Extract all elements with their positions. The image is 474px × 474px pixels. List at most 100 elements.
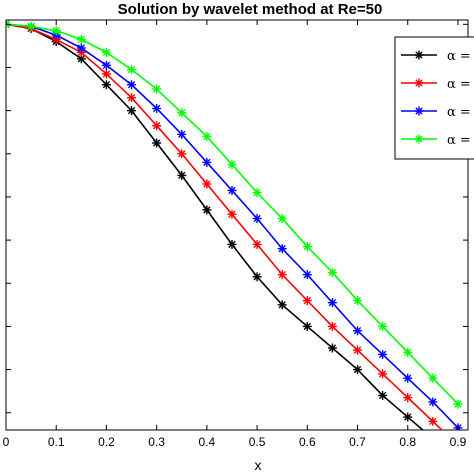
marker-stroke xyxy=(27,22,35,31)
legend-item: α = xyxy=(401,133,471,148)
marker-stroke xyxy=(378,322,387,331)
legend-marker xyxy=(414,78,424,88)
legend-marker xyxy=(414,50,424,60)
data-point xyxy=(177,149,187,159)
data-point xyxy=(302,296,312,306)
marker-stroke xyxy=(353,296,362,305)
x-tick-label: 0.6 xyxy=(299,435,316,449)
data-point xyxy=(302,321,312,331)
data-point xyxy=(428,373,438,383)
marker-stroke xyxy=(328,299,337,307)
marker-stroke xyxy=(102,48,111,57)
data-point xyxy=(127,80,137,90)
legend-label: α = xyxy=(447,105,471,120)
marker-stroke xyxy=(303,322,311,331)
data-point xyxy=(127,65,137,75)
data-point xyxy=(428,397,438,407)
marker-stroke xyxy=(77,35,86,44)
x-tick-label: 0.5 xyxy=(249,435,266,449)
data-point xyxy=(177,129,187,139)
marker-stroke xyxy=(228,160,236,169)
marker-stroke xyxy=(253,240,261,249)
data-point xyxy=(227,209,237,219)
legend-item: α = xyxy=(401,49,471,64)
data-point xyxy=(327,298,337,308)
data-point xyxy=(428,434,437,443)
marker-stroke xyxy=(378,391,387,400)
data-point xyxy=(327,267,337,277)
marker-stroke xyxy=(429,398,437,406)
data-point xyxy=(76,34,86,44)
marker-stroke xyxy=(152,139,161,147)
data-point xyxy=(152,138,162,148)
data-point xyxy=(403,412,413,422)
marker-stroke xyxy=(353,327,362,335)
x-axis-label: x xyxy=(255,457,262,473)
x-tick-label: 0.3 xyxy=(148,435,165,449)
data-point xyxy=(353,365,363,375)
data-point xyxy=(127,93,137,103)
marker-stroke xyxy=(278,214,286,223)
data-point xyxy=(101,47,111,57)
data-point xyxy=(227,160,237,170)
data-point xyxy=(202,179,212,189)
marker-stroke xyxy=(203,158,211,167)
series-layer xyxy=(6,20,463,465)
marker-stroke xyxy=(303,270,311,279)
marker-stroke xyxy=(228,186,236,195)
marker-stroke xyxy=(328,322,337,331)
marker-stroke xyxy=(152,122,161,130)
data-point xyxy=(177,108,187,118)
data-point xyxy=(378,349,388,359)
marker-stroke xyxy=(430,435,436,441)
legend-label: α = xyxy=(447,133,471,148)
data-point xyxy=(277,300,287,310)
marker-stroke xyxy=(278,270,286,279)
legend-marker xyxy=(414,134,424,144)
series-4 xyxy=(6,20,463,409)
data-point xyxy=(51,26,61,36)
marker-stroke xyxy=(253,214,261,223)
data-point xyxy=(177,170,187,180)
data-point xyxy=(152,103,162,113)
marker-stroke xyxy=(102,61,111,69)
marker-stroke xyxy=(415,107,423,115)
marker-stroke xyxy=(152,85,161,93)
x-tick-label: 0.8 xyxy=(399,435,416,449)
marker-stroke xyxy=(127,65,136,74)
marker-stroke xyxy=(203,206,211,214)
data-point xyxy=(378,369,388,379)
legend-marker xyxy=(414,106,424,116)
marker-stroke xyxy=(102,81,111,89)
data-point xyxy=(127,106,137,116)
marker-stroke xyxy=(430,435,436,441)
data-point xyxy=(76,43,86,53)
data-point xyxy=(252,272,262,282)
marker-stroke xyxy=(404,348,412,356)
marker-stroke xyxy=(6,20,10,26)
marker-stroke xyxy=(253,188,261,197)
data-point xyxy=(101,80,111,90)
data-point xyxy=(378,390,388,400)
marker-stroke xyxy=(127,81,136,89)
marker-stroke xyxy=(203,132,211,141)
data-point xyxy=(277,244,287,254)
marker-stroke xyxy=(455,457,461,463)
marker-stroke xyxy=(404,374,412,382)
marker-stroke xyxy=(455,457,461,463)
data-point xyxy=(101,60,111,70)
data-point xyxy=(353,345,363,355)
data-point xyxy=(453,456,462,465)
marker-stroke xyxy=(454,400,462,408)
marker-stroke xyxy=(303,242,311,251)
data-point xyxy=(353,326,363,336)
data-point xyxy=(152,121,162,131)
marker-stroke xyxy=(404,393,412,402)
marker-stroke xyxy=(429,417,437,426)
marker-stroke xyxy=(77,44,86,52)
marker-stroke xyxy=(6,23,10,28)
marker-stroke xyxy=(278,301,286,309)
marker-stroke xyxy=(415,135,423,143)
marker-stroke xyxy=(328,268,337,277)
data-point xyxy=(252,214,262,224)
